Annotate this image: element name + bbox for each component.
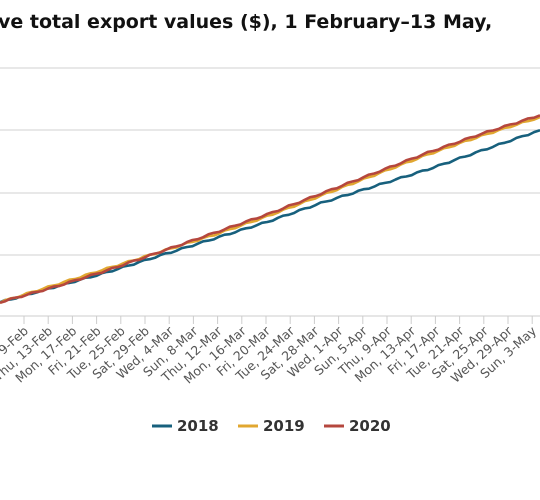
x-axis — [0, 315, 540, 324]
series-lines — [0, 114, 540, 305]
legend-label-2020: 2020 — [349, 417, 391, 435]
series-line-2020 — [0, 114, 540, 305]
series-line-2018 — [0, 128, 540, 304]
legend-label-2018: 2018 — [177, 417, 219, 435]
legend-label-2019: 2019 — [263, 417, 305, 435]
legend: 2018 2019 2020 — [152, 417, 391, 435]
gridlines — [0, 67, 540, 256]
series-line-2019 — [0, 115, 540, 305]
chart-title: ve total export values ($), 1 February–1… — [0, 11, 492, 33]
